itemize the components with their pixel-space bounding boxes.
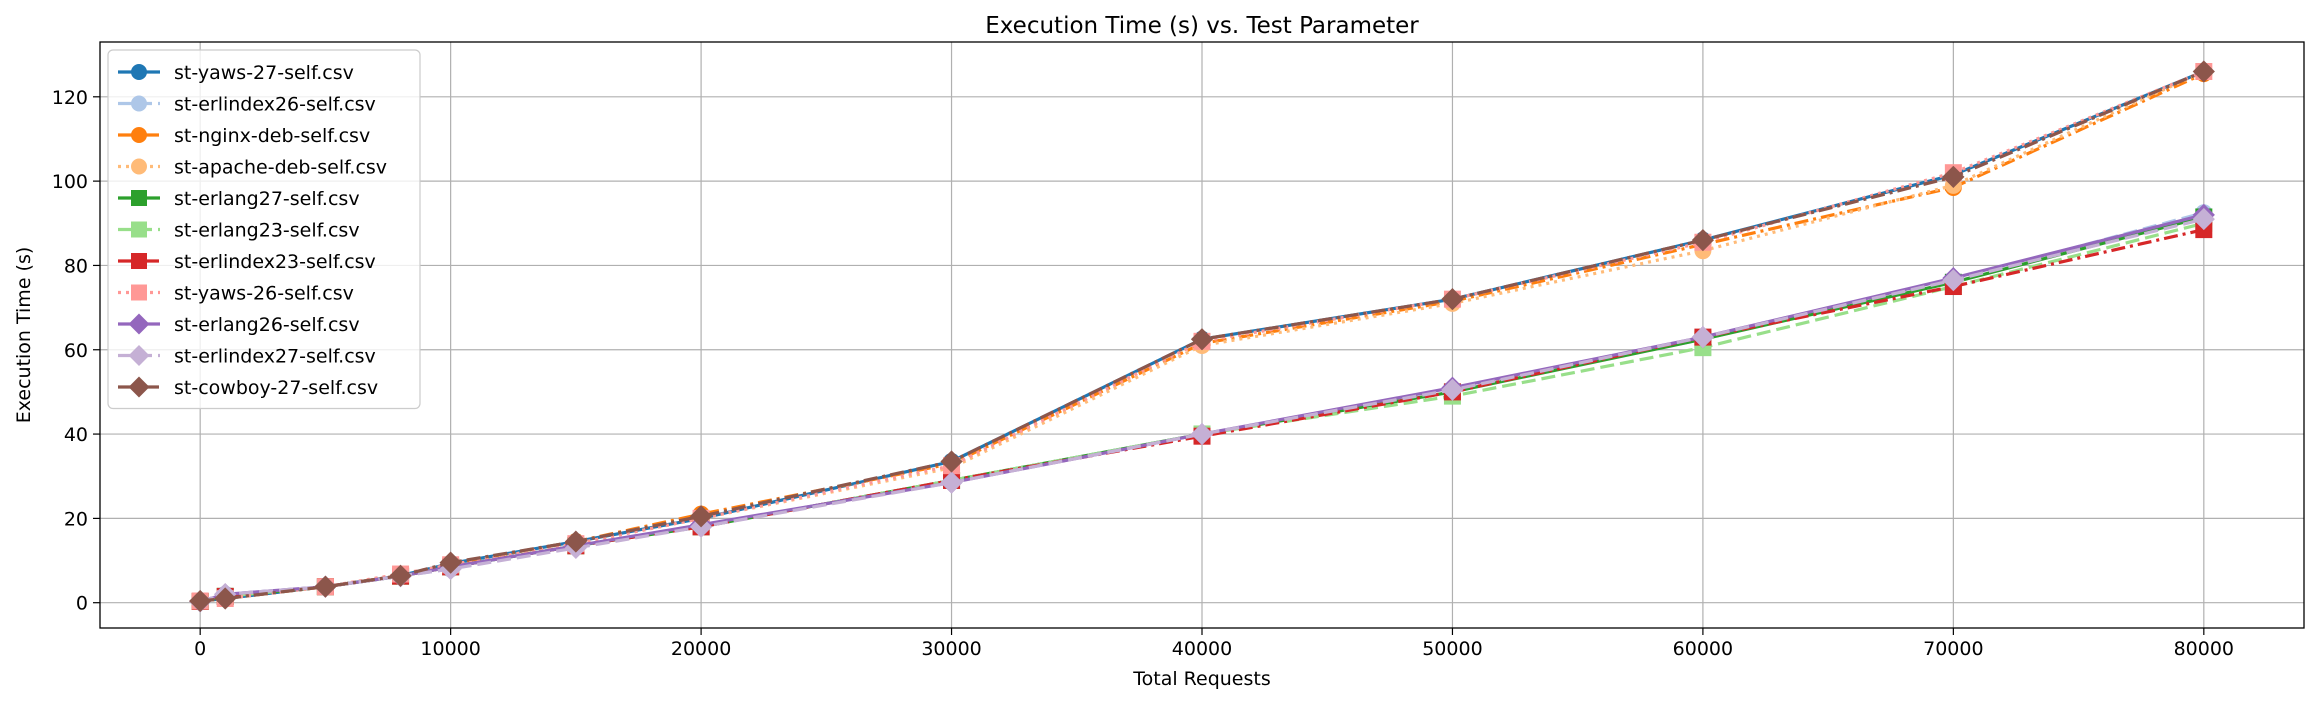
data-point: [1441, 378, 1464, 401]
data-point: [940, 450, 963, 473]
data-point: [314, 575, 337, 598]
x-axis-label: Total Requests: [1132, 668, 1271, 690]
data-point: [214, 587, 237, 610]
legend-label: st-erlang26-self.csv: [174, 314, 360, 336]
grid-lines: [100, 42, 2304, 628]
legend-marker: [128, 376, 150, 398]
data-point: [1441, 288, 1464, 311]
x-tick-label: 10000: [420, 638, 480, 660]
legend-marker: [131, 158, 147, 175]
legend-marker: [131, 190, 147, 206]
legend-label: st-erlang23-self.csv: [174, 220, 360, 242]
data-point: [1190, 328, 1214, 351]
data-point: [689, 505, 713, 528]
y-tick-label: 100: [52, 171, 88, 193]
y-tick-label: 120: [52, 87, 88, 109]
data-point: [940, 471, 963, 494]
data-point: [1691, 229, 1715, 252]
y-tick-label: 40: [64, 424, 88, 446]
x-tick-label: 20000: [671, 638, 731, 660]
legend-label: st-erlang27-self.csv: [174, 188, 360, 210]
legend-label: st-yaws-27-self.csv: [174, 62, 354, 84]
x-tick-label: 80000: [2174, 638, 2234, 660]
legend-marker: [131, 64, 147, 80]
x-tick-label: 0: [194, 638, 206, 660]
x-tick-label: 60000: [1673, 638, 1733, 660]
y-axis-ticks: 0 20 40 60 80 100 120: [52, 87, 100, 615]
data-point: [189, 589, 212, 613]
y-tick-label: 80: [64, 255, 88, 277]
y-axis-label: Execution Time (s): [13, 247, 35, 424]
data-point: [1691, 326, 1715, 349]
x-tick-label: 40000: [1172, 638, 1232, 660]
legend-label: st-apache-deb-self.csv: [174, 157, 387, 179]
data-point: [439, 551, 462, 574]
legend-marker: [128, 313, 150, 335]
data-point: [389, 564, 412, 587]
legend-label: st-erlindex26-self.csv: [174, 94, 376, 116]
series-group: [189, 60, 2215, 613]
legend-marker: [131, 284, 147, 301]
chart-title: Execution Time (s) vs. Test Parameter: [985, 13, 1419, 39]
x-tick-label: 70000: [1923, 638, 1983, 660]
x-axis-ticks: 0 10000 20000 30000 40000 50000 60000 70000 8000…: [194, 628, 2234, 660]
y-tick-label: 60: [64, 340, 88, 362]
legend-marker: [131, 95, 147, 112]
legend-marker: [131, 127, 147, 143]
data-point: [2192, 207, 2215, 231]
series-11: [189, 60, 2215, 613]
y-tick-label: 0: [76, 593, 88, 615]
data-point: [1190, 422, 1214, 446]
legend-label: st-erlindex27-self.csv: [174, 346, 376, 368]
data-point: [1942, 269, 1965, 292]
legend-label: st-cowboy-27-self.csv: [174, 377, 378, 399]
plot-frame: [99, 41, 2305, 629]
legend-marker: [131, 221, 147, 238]
x-tick-label: 50000: [1422, 638, 1482, 660]
data-point: [564, 530, 587, 553]
y-tick-label: 20: [64, 508, 88, 530]
legend: st-yaws-27-self.csv st-erlindex26-self.cs…: [107, 49, 421, 410]
legend-box: [107, 49, 421, 410]
data-point: [1942, 165, 1965, 189]
legend-label: st-yaws-26-self.csv: [174, 283, 354, 305]
legend-marker: [131, 253, 147, 269]
x-tick-label: 30000: [921, 638, 981, 660]
data-point: [2192, 60, 2215, 83]
legend-label: st-nginx-deb-self.csv: [174, 125, 370, 147]
legend-marker: [128, 345, 150, 366]
legend-label: st-erlindex23-self.csv: [174, 251, 376, 273]
